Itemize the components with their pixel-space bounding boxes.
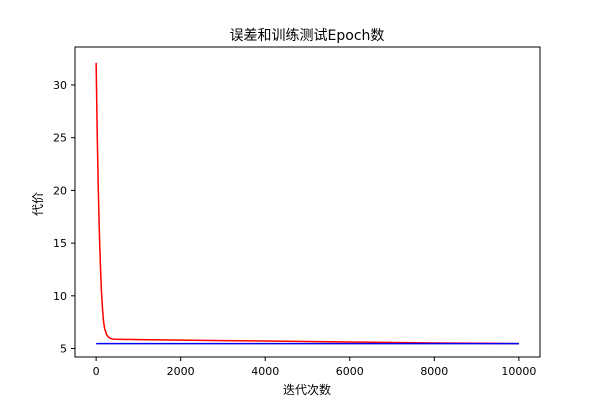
x-tick-label: 10000 xyxy=(501,365,536,378)
plot-frame xyxy=(74,46,541,358)
chart-title: 误差和训练测试Epoch数 xyxy=(230,28,385,44)
y-tick-label: 5 xyxy=(60,343,67,356)
x-tick-label: 4000 xyxy=(251,365,279,378)
x-tick-label: 6000 xyxy=(336,365,364,378)
y-tick-label: 10 xyxy=(53,290,67,303)
y-tick-label: 15 xyxy=(53,237,67,250)
series-layer xyxy=(95,62,519,345)
x-axis-label: 迭代次数 xyxy=(283,382,331,397)
y-axis-label: 代价 xyxy=(31,192,45,216)
y-tick-label: 20 xyxy=(53,184,67,197)
series-line-0 xyxy=(95,62,519,345)
y-tick-label: 25 xyxy=(53,132,67,145)
x-tick-label: 2000 xyxy=(167,365,195,378)
y-tick-label: 30 xyxy=(53,79,67,92)
y-axis-ticks: 5 10 15 20 25 30 xyxy=(53,79,75,356)
x-tick-label: 0 xyxy=(93,365,100,378)
x-axis-ticks: 0 2000 4000 6000 8000 10000 xyxy=(93,357,536,378)
x-tick-label: 8000 xyxy=(420,365,448,378)
plot-area xyxy=(74,46,541,358)
